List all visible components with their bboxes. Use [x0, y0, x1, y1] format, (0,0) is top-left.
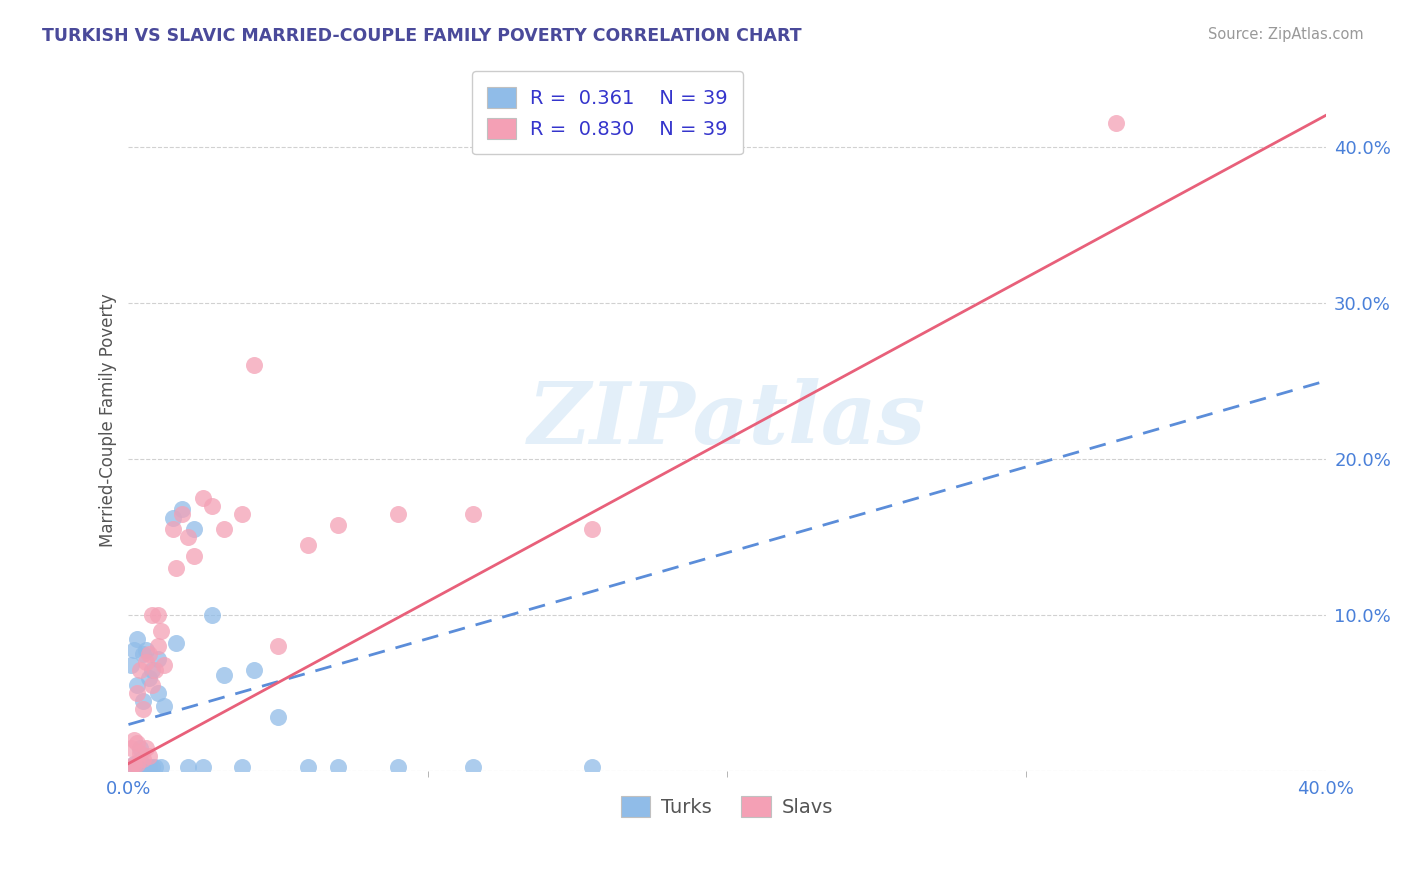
Point — [177, 760, 200, 774]
Point — [148, 640, 170, 654]
Point — [124, 756, 146, 771]
Point — [162, 511, 184, 525]
Point — [165, 561, 187, 575]
Point — [148, 608, 170, 623]
Point — [150, 760, 173, 774]
Point — [150, 624, 173, 638]
Point — [231, 760, 253, 774]
Point — [141, 608, 163, 623]
Point — [124, 642, 146, 657]
Point — [201, 499, 224, 513]
Text: TURKISH VS SLAVIC MARRIED-COUPLE FAMILY POVERTY CORRELATION CHART: TURKISH VS SLAVIC MARRIED-COUPLE FAMILY … — [42, 27, 801, 45]
Point — [1105, 116, 1128, 130]
Point — [461, 760, 484, 774]
Point — [183, 549, 205, 563]
Point — [132, 702, 155, 716]
Point — [127, 632, 149, 646]
Point — [132, 760, 155, 774]
Point — [148, 686, 170, 700]
Point — [129, 754, 152, 768]
Point — [127, 756, 149, 771]
Point — [138, 647, 160, 661]
Point — [243, 359, 266, 373]
Text: Source: ZipAtlas.com: Source: ZipAtlas.com — [1208, 27, 1364, 42]
Y-axis label: Married-Couple Family Poverty: Married-Couple Family Poverty — [100, 293, 117, 547]
Point — [138, 748, 160, 763]
Point — [172, 507, 194, 521]
Point — [193, 760, 215, 774]
Point — [165, 636, 187, 650]
Point — [121, 658, 143, 673]
Point — [153, 658, 176, 673]
Point — [326, 517, 349, 532]
Point — [183, 522, 205, 536]
Point — [201, 608, 224, 623]
Point — [581, 760, 603, 774]
Point — [212, 667, 235, 681]
Point — [129, 746, 152, 760]
Point — [145, 663, 167, 677]
Point — [172, 502, 194, 516]
Legend: Turks, Slavs: Turks, Slavs — [613, 789, 841, 825]
Point — [297, 760, 319, 774]
Point — [138, 671, 160, 685]
Point — [127, 736, 149, 750]
Point — [212, 522, 235, 536]
Point — [124, 733, 146, 747]
Point — [135, 760, 157, 774]
Point — [145, 760, 167, 774]
Point — [129, 663, 152, 677]
Point — [135, 655, 157, 669]
Point — [135, 642, 157, 657]
Point — [121, 760, 143, 774]
Point — [121, 741, 143, 756]
Point — [177, 530, 200, 544]
Point — [127, 686, 149, 700]
Point — [148, 652, 170, 666]
Text: ZIPatlas: ZIPatlas — [529, 378, 927, 462]
Point — [138, 760, 160, 774]
Point — [267, 709, 290, 723]
Point — [132, 694, 155, 708]
Point — [132, 752, 155, 766]
Point — [193, 491, 215, 505]
Point — [135, 741, 157, 756]
Point — [153, 698, 176, 713]
Point — [461, 507, 484, 521]
Point — [141, 678, 163, 692]
Point — [387, 760, 409, 774]
Point — [127, 760, 149, 774]
Point — [231, 507, 253, 521]
Point — [267, 640, 290, 654]
Point — [132, 647, 155, 661]
Point — [141, 760, 163, 774]
Point — [243, 663, 266, 677]
Point — [124, 756, 146, 771]
Point — [141, 663, 163, 677]
Point — [162, 522, 184, 536]
Point — [387, 507, 409, 521]
Point — [297, 538, 319, 552]
Point — [326, 760, 349, 774]
Point — [129, 741, 152, 756]
Point — [121, 760, 143, 774]
Point — [581, 522, 603, 536]
Point — [127, 678, 149, 692]
